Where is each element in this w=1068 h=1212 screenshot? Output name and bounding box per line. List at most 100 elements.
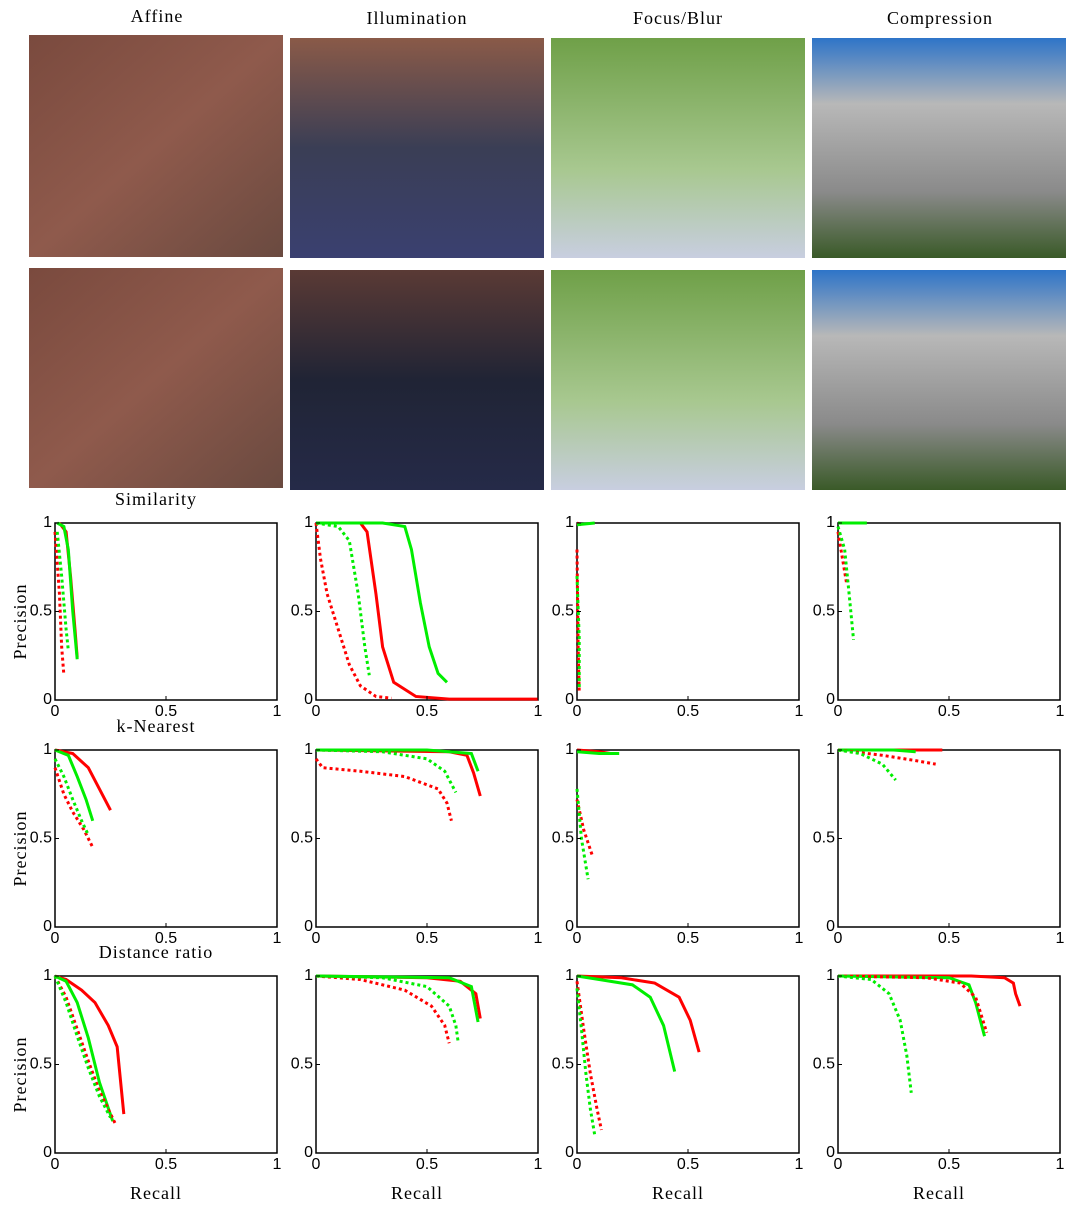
x-tick-label: 0.5	[416, 703, 438, 720]
x-tick-label: 0.5	[155, 1156, 177, 1173]
photo	[29, 268, 283, 488]
page: {"columns": ["Affine", "Illumination", "…	[0, 0, 1068, 1212]
y-tick-label: 0	[43, 691, 52, 708]
column-title: Illumination	[367, 8, 468, 28]
y-tick-label: 1	[565, 514, 574, 531]
y-tick-label: 0.5	[813, 1056, 835, 1073]
column-title: Affine	[131, 6, 184, 26]
series-line	[316, 976, 449, 1043]
x-tick-label: 1	[534, 1156, 543, 1173]
series-line	[57, 523, 77, 659]
x-tick-label: 0.5	[416, 1156, 438, 1173]
y-tick-label: 1	[826, 514, 835, 531]
y-tick-label: 1	[565, 967, 574, 984]
x-tick-label: 1	[795, 1156, 804, 1173]
x-tick-label: 0.5	[938, 930, 960, 947]
photo	[812, 38, 1066, 258]
series-line	[55, 759, 88, 835]
y-tick-label: 1	[565, 741, 574, 758]
series-line	[838, 976, 1020, 1006]
series-line	[316, 523, 447, 682]
y-axis-label: Precision	[10, 811, 30, 887]
series-line	[577, 752, 619, 754]
series-line	[577, 981, 601, 1130]
photo	[551, 38, 805, 258]
row-title: Distance ratio	[99, 942, 213, 962]
y-tick-label: 0.5	[552, 1056, 574, 1073]
series-line	[316, 976, 480, 1018]
y-tick-label: 1	[304, 514, 313, 531]
series-line	[316, 750, 478, 771]
series-line	[838, 976, 911, 1093]
photo	[29, 35, 283, 257]
photo	[290, 38, 544, 258]
axes-box	[838, 750, 1060, 927]
series-line	[838, 750, 916, 752]
row-title: Similarity	[115, 489, 197, 509]
y-tick-label: 0	[43, 1144, 52, 1161]
axes-box	[577, 523, 799, 700]
y-tick-label: 1	[304, 967, 313, 984]
x-tick-label: 1	[795, 703, 804, 720]
series-line	[55, 976, 111, 1118]
x-tick-label: 0.5	[677, 703, 699, 720]
y-tick-label: 0.5	[30, 1056, 52, 1073]
y-tick-label: 1	[43, 514, 52, 531]
x-axis-label: Recall	[652, 1183, 704, 1203]
x-tick-label: 1	[273, 930, 282, 947]
axes-box	[55, 523, 277, 700]
y-tick-label: 1	[826, 967, 835, 984]
y-tick-label: 1	[304, 741, 313, 758]
x-tick-label: 0.5	[677, 1156, 699, 1173]
y-tick-label: 0.5	[291, 830, 313, 847]
x-axis-label: Recall	[391, 1183, 443, 1203]
y-tick-label: 0	[304, 1144, 313, 1161]
series-line	[316, 976, 458, 1041]
y-tick-label: 0	[565, 691, 574, 708]
x-tick-label: 1	[273, 1156, 282, 1173]
axes-box	[316, 750, 538, 927]
y-tick-label: 0.5	[30, 603, 52, 620]
series-line	[316, 523, 391, 698]
series-line	[55, 532, 64, 675]
series-line	[316, 759, 451, 821]
photo	[290, 270, 544, 490]
series-line	[577, 976, 675, 1072]
y-axis-label: Precision	[10, 1037, 30, 1113]
y-tick-label: 0.5	[291, 1056, 313, 1073]
axes-box	[577, 750, 799, 927]
photo	[551, 270, 805, 490]
x-tick-label: 1	[1056, 930, 1065, 947]
x-tick-label: 1	[795, 930, 804, 947]
x-tick-label: 1	[1056, 703, 1065, 720]
x-axis-label: Recall	[913, 1183, 965, 1203]
x-tick-label: 1	[273, 703, 282, 720]
x-tick-label: 1	[534, 930, 543, 947]
y-tick-label: 0.5	[552, 830, 574, 847]
y-tick-label: 1	[43, 967, 52, 984]
y-tick-label: 0	[565, 918, 574, 935]
x-tick-label: 1	[1056, 1156, 1065, 1173]
series-line	[577, 789, 588, 879]
y-tick-label: 0.5	[30, 830, 52, 847]
column-title: Focus/Blur	[633, 8, 723, 28]
series-line	[577, 988, 595, 1135]
figure: Affine Illumination Focus/Blur Compressi…	[0, 0, 1068, 1212]
y-axis-label: Precision	[10, 584, 30, 660]
y-tick-label: 0.5	[813, 830, 835, 847]
x-tick-label: 1	[534, 703, 543, 720]
row-title: k-Nearest	[117, 716, 196, 736]
axes-box	[55, 976, 277, 1153]
y-tick-label: 0.5	[291, 603, 313, 620]
y-tick-label: 0	[304, 918, 313, 935]
series-line	[316, 750, 456, 792]
y-tick-label: 0	[826, 918, 835, 935]
x-axis-label: Recall	[130, 1183, 182, 1203]
y-tick-label: 1	[826, 741, 835, 758]
y-tick-label: 0	[826, 691, 835, 708]
x-tick-label: 0.5	[938, 703, 960, 720]
series-line	[55, 750, 111, 810]
axes-box	[838, 976, 1060, 1153]
y-tick-label: 0.5	[552, 603, 574, 620]
photo	[812, 270, 1066, 490]
